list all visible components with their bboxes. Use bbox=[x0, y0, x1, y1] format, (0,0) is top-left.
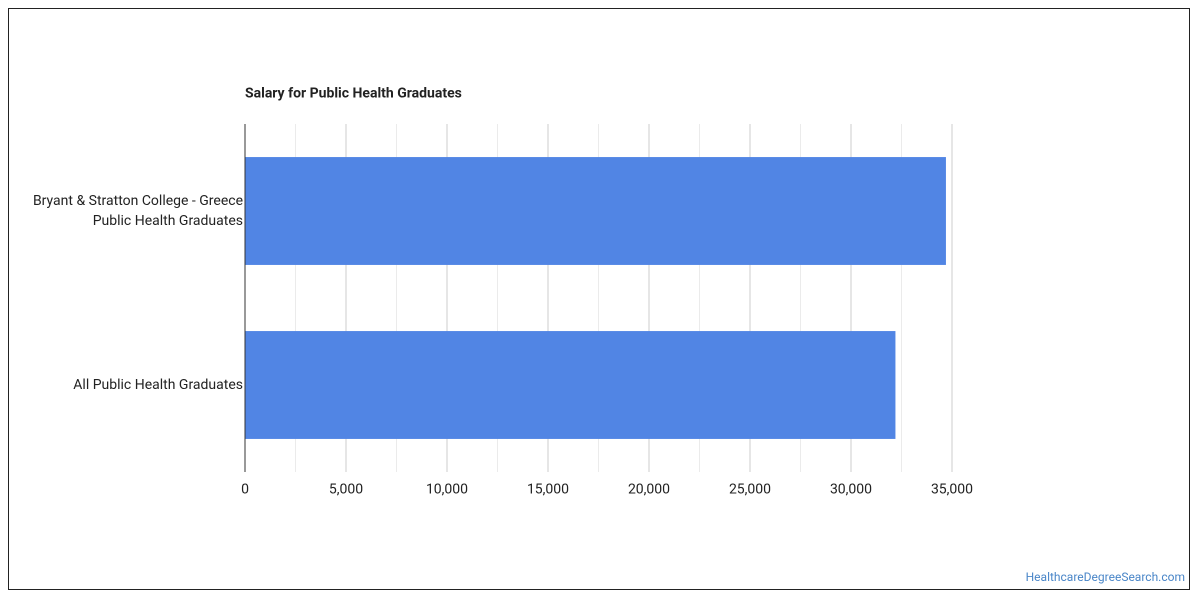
x-tick-label: 15,000 bbox=[527, 482, 569, 498]
x-tick-label: 25,000 bbox=[729, 482, 771, 498]
source-link[interactable]: HealthcareDegreeSearch.com bbox=[1026, 570, 1185, 584]
x-tick-label: 5,000 bbox=[329, 482, 363, 498]
y-tick-label: Bryant & Stratton College - Greece Public… bbox=[33, 193, 243, 229]
x-tick-label: 0 bbox=[241, 482, 249, 498]
x-tick-label: 10,000 bbox=[426, 482, 468, 498]
x-tick-label: 35,000 bbox=[931, 482, 973, 498]
x-tick-label: 30,000 bbox=[830, 482, 872, 498]
bar bbox=[245, 157, 946, 265]
y-tick-label: All Public Health Graduates bbox=[73, 377, 243, 393]
bar bbox=[245, 331, 896, 439]
chart-title: Salary for Public Health Graduates bbox=[245, 86, 462, 102]
x-tick-label: 20,000 bbox=[628, 482, 670, 498]
